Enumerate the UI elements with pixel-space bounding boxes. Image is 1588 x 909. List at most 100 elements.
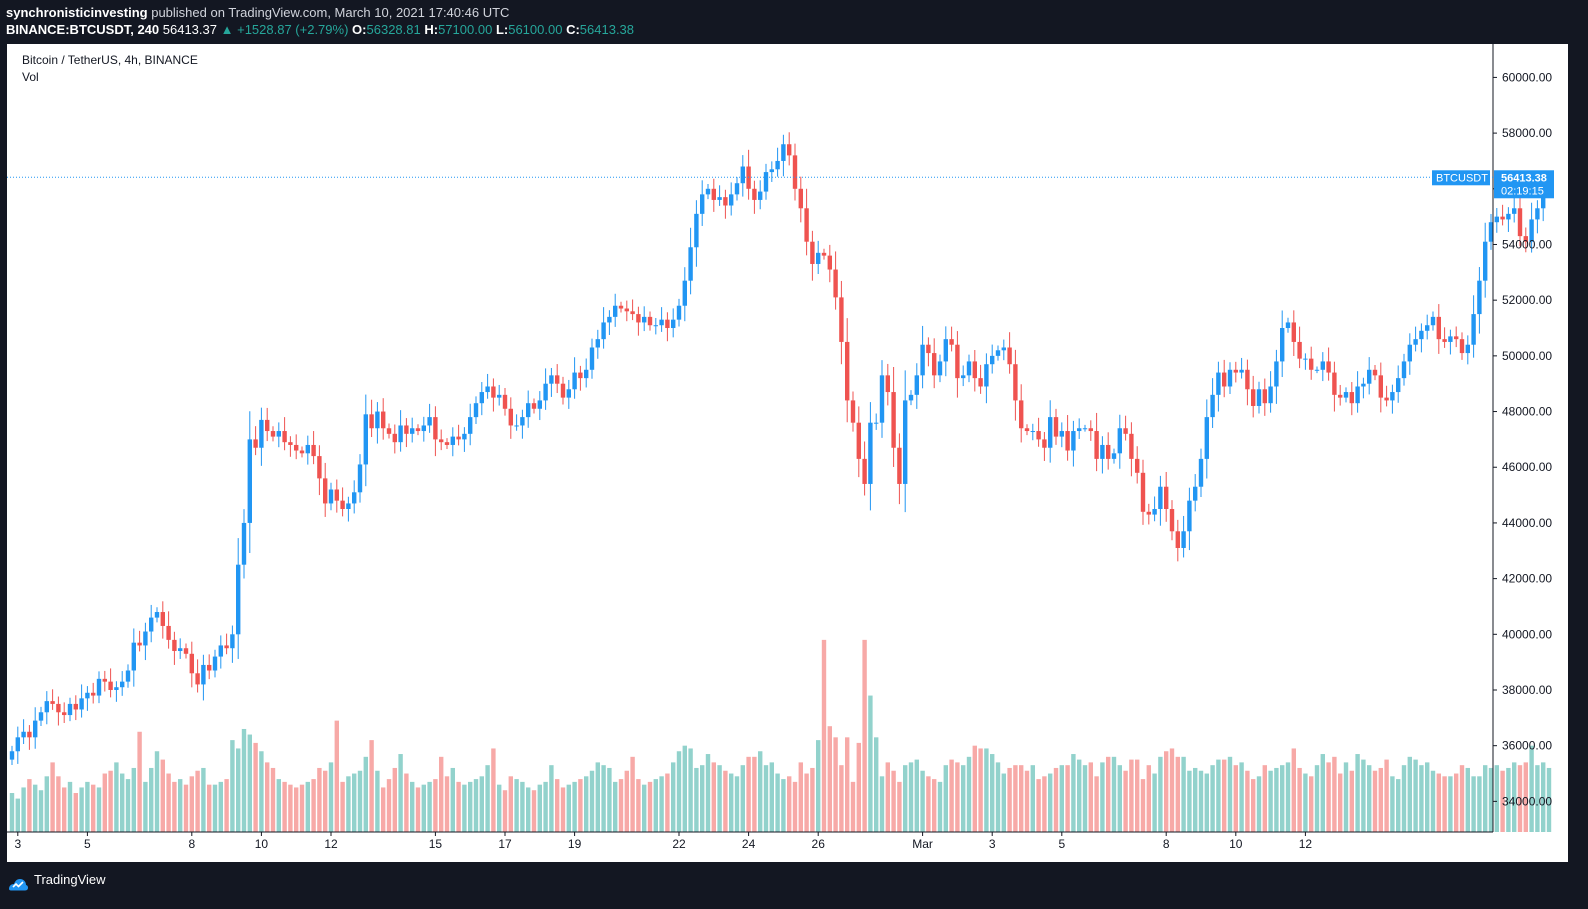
volume-legend: Vol: [22, 70, 39, 84]
candle-body: [1477, 280, 1482, 315]
volume-bar: [810, 767, 815, 832]
price-chart[interactable]: 60000.0058000.0056000.0054000.0052000.00…: [7, 44, 1568, 862]
volume-bar: [1111, 756, 1117, 832]
x-tick-label: 12: [324, 837, 338, 851]
x-tick-label: 22: [672, 837, 686, 851]
volume-bar: [781, 779, 786, 832]
volume-bar: [137, 731, 142, 832]
volume-bar: [1198, 770, 1204, 832]
volume-bar: [1343, 762, 1349, 832]
candle-body: [154, 612, 160, 618]
candle-body: [114, 687, 119, 690]
candle-body: [856, 422, 861, 459]
candle-body: [1506, 213, 1511, 220]
volume-bar: [613, 781, 618, 832]
candle-body: [207, 664, 212, 671]
low-value: 56100.00: [508, 22, 563, 37]
volume-bar: [1001, 773, 1006, 832]
volume-bar: [270, 767, 276, 832]
symbol-interval: BINANCE:BTCUSDT, 240: [6, 22, 160, 37]
candle-body: [444, 442, 450, 445]
volume-bar: [729, 773, 734, 832]
candle-body: [288, 442, 293, 445]
volume-bar: [1430, 770, 1436, 832]
candle-body: [1181, 531, 1186, 548]
volume-bar: [769, 762, 774, 832]
volume-bar: [131, 767, 136, 832]
publisher-name[interactable]: synchronisticinvesting: [6, 5, 148, 20]
volume-bar: [1413, 759, 1418, 832]
chart-panel[interactable]: 60000.0058000.0056000.0054000.0052000.00…: [7, 44, 1568, 862]
volume-bar: [236, 748, 241, 832]
candle-body: [1465, 344, 1470, 354]
candle-body: [375, 411, 380, 429]
candle-body: [1372, 369, 1378, 376]
y-tick-label: 52000.00: [1502, 293, 1552, 307]
volume-bar: [1094, 776, 1099, 832]
volume-bar: [949, 759, 954, 832]
volume-bar: [1239, 762, 1244, 832]
volume-bar: [56, 776, 61, 832]
volume-bar: [444, 776, 450, 832]
x-tick-label: 17: [498, 837, 512, 851]
volume-bar: [15, 798, 20, 832]
volume-bar: [1459, 765, 1465, 832]
candle-body: [520, 417, 525, 426]
footer-brand[interactable]: TradingView: [34, 872, 106, 887]
candle-body: [537, 400, 542, 409]
volume-bar: [363, 756, 368, 832]
y-tick-label: 38000.00: [1502, 683, 1552, 697]
volume-bar: [966, 756, 972, 832]
candle-body: [276, 431, 281, 437]
candle-body: [1071, 431, 1076, 451]
volume-bar: [937, 781, 943, 832]
volume-bar: [265, 762, 270, 832]
candle-body: [485, 386, 490, 393]
y-tick-label: 36000.00: [1502, 739, 1552, 753]
volume-bar: [850, 781, 856, 832]
volume-bar: [1082, 765, 1088, 832]
candle-body: [91, 692, 96, 696]
open-value: 56328.81: [366, 22, 421, 37]
candle-body: [102, 678, 107, 682]
candle-body: [1303, 358, 1308, 360]
candle-body: [885, 375, 890, 393]
candle-body: [816, 252, 821, 264]
volume-bar: [21, 787, 26, 832]
candle-body: [1059, 431, 1064, 437]
volume-bar: [1106, 756, 1111, 832]
volume-bar: [62, 787, 67, 832]
candle-body: [299, 450, 305, 454]
y-tick-label: 60000.00: [1502, 70, 1552, 84]
candle-body: [868, 422, 873, 484]
volume-bar: [172, 781, 177, 832]
candle-body: [729, 194, 734, 206]
volume-bar: [700, 765, 705, 832]
volume-bar: [1169, 748, 1175, 832]
volume-bar: [1262, 765, 1267, 832]
candle-body: [1117, 428, 1122, 454]
volume-bar: [1042, 776, 1047, 832]
candle-body: [1198, 458, 1204, 487]
volume-bar: [125, 779, 131, 832]
candle-body: [694, 213, 699, 248]
volume-bar: [149, 767, 154, 832]
candle-body: [531, 403, 537, 409]
candle-body: [891, 392, 896, 448]
volume-bar: [253, 742, 258, 832]
candle-body: [1245, 369, 1250, 390]
candle-body: [143, 631, 148, 646]
volume-bar: [787, 776, 792, 832]
candle-body: [1210, 394, 1215, 418]
volume-bar: [601, 765, 606, 832]
candle-body: [224, 645, 229, 649]
candle-body: [752, 188, 757, 200]
candle-body: [311, 444, 316, 457]
volume-bar: [682, 745, 687, 832]
x-tick-label: 3: [989, 837, 996, 851]
candle-body: [149, 617, 154, 632]
volume-bar: [1065, 765, 1070, 832]
volume-bar: [642, 784, 647, 832]
volume-bar: [549, 765, 554, 832]
volume-bar: [1048, 773, 1053, 832]
